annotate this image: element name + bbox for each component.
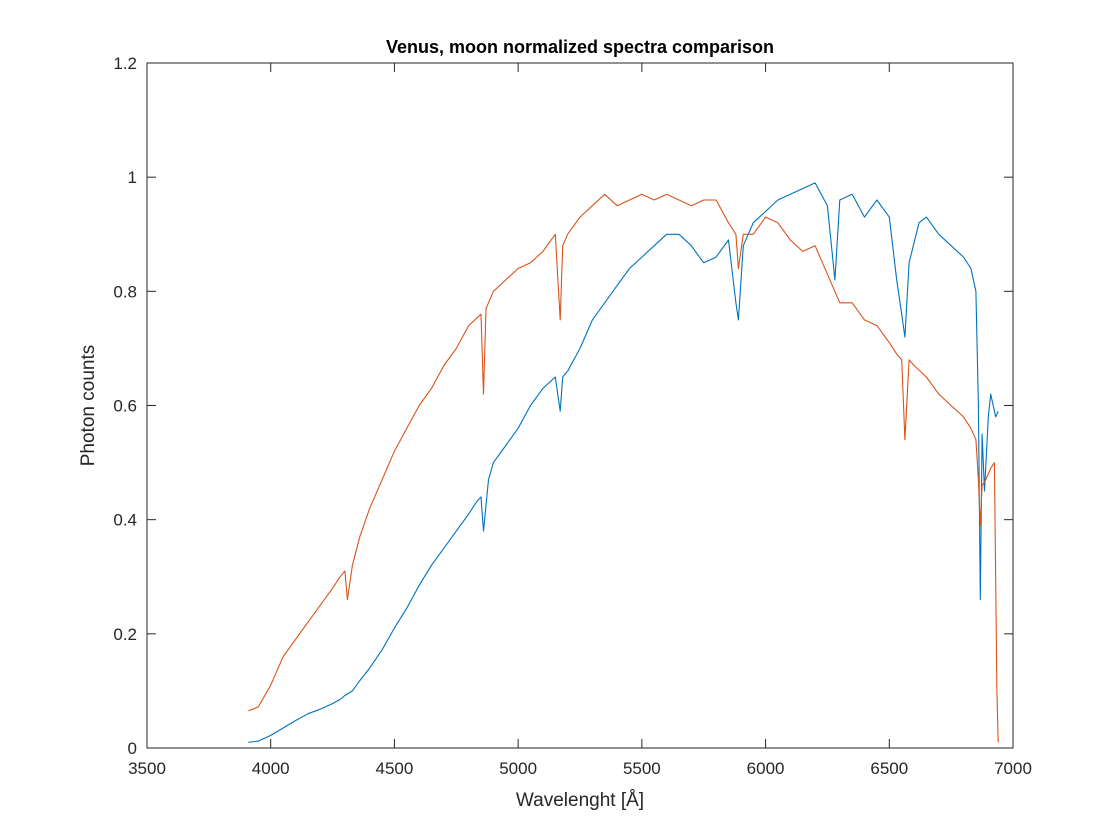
x-tick-label: 5500 xyxy=(623,759,661,778)
axis-ticks: 3500 4000 4500 5000 5500 6000 6500 7000 0 0.2 0.4 0… xyxy=(113,54,1032,778)
x-axis-label: Wavelenght [Å] xyxy=(516,790,644,811)
y-axis-label: Photon counts xyxy=(78,345,99,466)
y-tick-label: 0.4 xyxy=(113,511,137,530)
y-tick-label: 1.2 xyxy=(113,54,137,73)
x-tick-label: 4000 xyxy=(252,759,290,778)
y-tick-label: 1 xyxy=(128,168,137,187)
x-tick-label: 5000 xyxy=(499,759,537,778)
y-tick-label: 0.8 xyxy=(113,282,137,301)
x-tick-label: 3500 xyxy=(128,759,166,778)
x-tick-label: 6000 xyxy=(747,759,785,778)
x-tick-label: 6500 xyxy=(870,759,908,778)
y-tick-label: 0.6 xyxy=(113,397,137,416)
x-tick-label: 7000 xyxy=(994,759,1032,778)
series-lines xyxy=(248,182,999,743)
series-line-1 xyxy=(248,182,999,743)
plot-area xyxy=(146,62,1014,749)
chart-title: Venus, moon normalized spectra compariso… xyxy=(386,37,774,57)
series-line-2 xyxy=(248,193,999,743)
y-tick-label: 0.2 xyxy=(113,625,137,644)
y-tick-label: 0 xyxy=(128,739,137,758)
x-tick-label: 4500 xyxy=(376,759,414,778)
